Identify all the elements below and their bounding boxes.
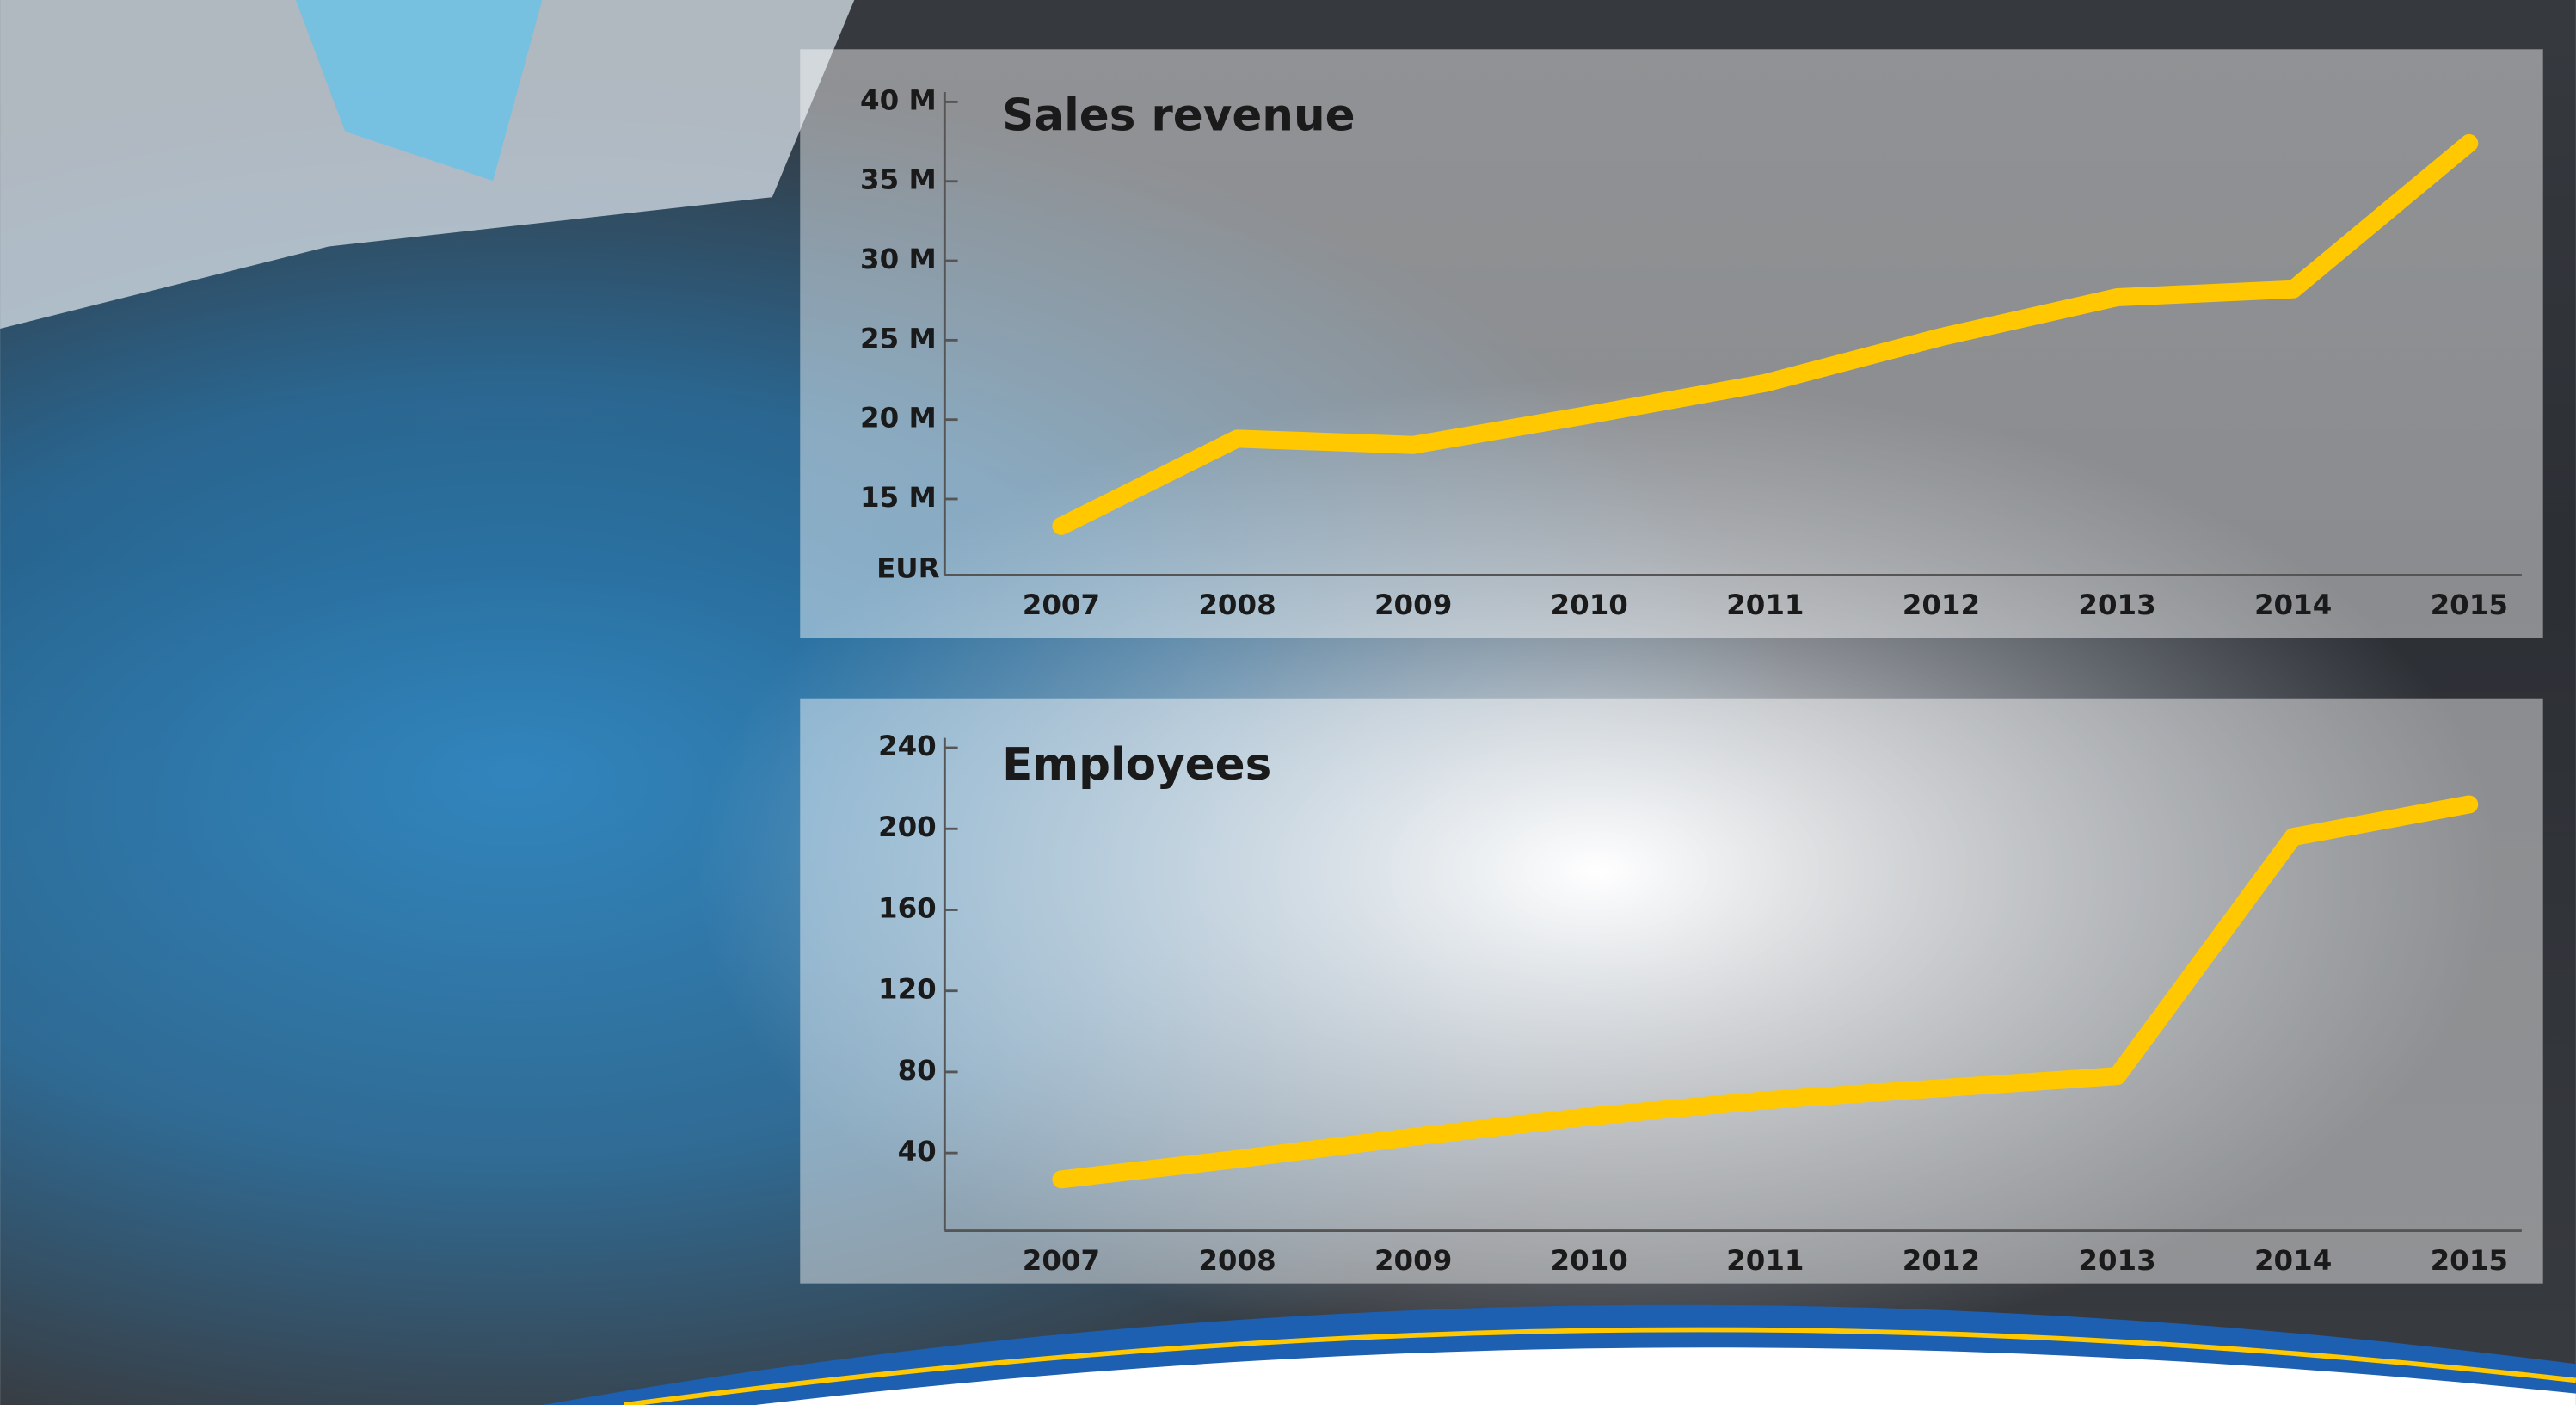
- y-tick-label: 240: [878, 730, 937, 762]
- x-tick-label: 2013: [2078, 1244, 2155, 1277]
- x-tick-label: 2014: [2254, 588, 2332, 621]
- y-tick-label: 200: [878, 810, 937, 843]
- data-line: [1052, 795, 2479, 1189]
- chart-panel: [800, 49, 2543, 638]
- chart-title: Employees: [1002, 739, 1271, 791]
- x-tick-label: 2010: [1551, 1244, 1628, 1277]
- swoosh-line: [624, 1327, 2576, 1405]
- x-tick-label: 2013: [2078, 588, 2155, 621]
- y-tick-label: 15 M: [860, 481, 937, 514]
- x-tick-label: 2008: [1198, 1244, 1276, 1277]
- y-tick-label: 120: [878, 973, 937, 1006]
- y-tick-label: 40: [898, 1135, 937, 1168]
- x-tick-label: 2015: [2431, 1244, 2508, 1277]
- chart-title: Sales revenue: [1002, 90, 1355, 142]
- y-tick-label: 35 M: [860, 163, 937, 196]
- x-tick-label: 2011: [1726, 1244, 1804, 1277]
- data-line: [1052, 133, 2479, 535]
- x-tick-label: 2009: [1374, 1244, 1452, 1277]
- y-tick-label: 80: [898, 1054, 937, 1087]
- y-tick-label: 20 M: [860, 402, 937, 434]
- y-tick-label: 30 M: [860, 243, 937, 275]
- x-tick-label: 2007: [1023, 1244, 1100, 1277]
- y-tick-label: 160: [878, 891, 937, 924]
- x-tick-label: 2010: [1551, 588, 1628, 621]
- swoosh-white: [755, 1347, 2576, 1405]
- x-tick-label: 2014: [2254, 1244, 2332, 1277]
- x-tick-label: 2015: [2431, 588, 2508, 621]
- y-axis-label: EUR: [876, 552, 940, 585]
- x-tick-label: 2012: [1903, 1244, 1980, 1277]
- x-tick-label: 2011: [1726, 588, 1804, 621]
- x-tick-label: 2008: [1198, 588, 1276, 621]
- y-tick-label: 25 M: [860, 322, 937, 354]
- chart-panel: [800, 698, 2543, 1284]
- x-tick-label: 2012: [1903, 588, 1980, 621]
- y-tick-label: 40 M: [860, 83, 937, 116]
- x-tick-label: 2009: [1374, 588, 1452, 621]
- x-tick-label: 2007: [1023, 588, 1100, 621]
